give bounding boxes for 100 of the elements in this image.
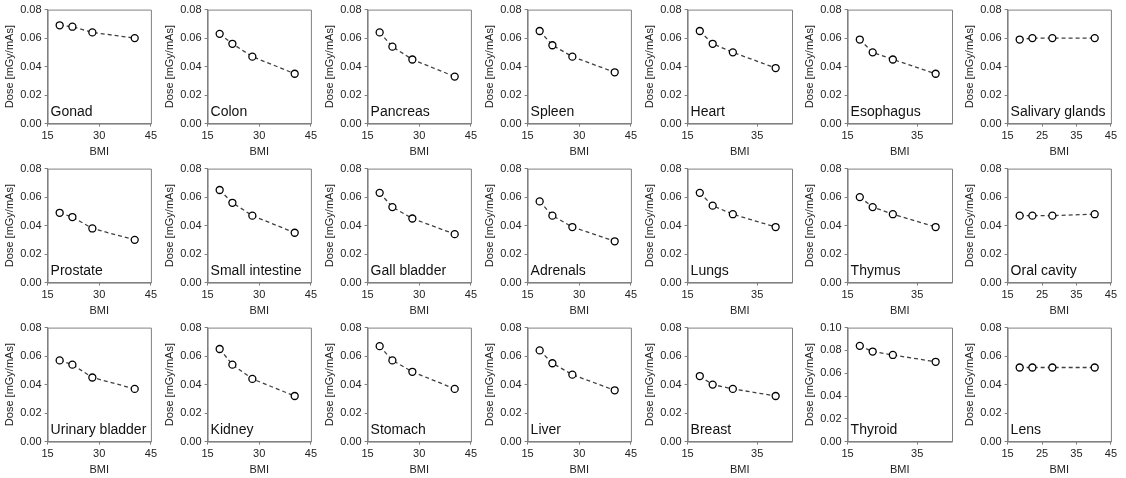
y-tick-label: 0.02 [500, 406, 522, 419]
y-axis-title: Dose [mGy/mAs] [162, 343, 175, 427]
y-tick-label: 0.08 [340, 2, 362, 15]
y-tick-label: 0.02 [180, 406, 202, 419]
y-tick-label: 0.06 [180, 349, 202, 362]
y-tick-label: 0.00 [20, 116, 42, 129]
x-axis-title: BMI [89, 145, 110, 158]
x-tick-label: 45 [464, 447, 478, 460]
y-axis-title: Dose [mGy/mAs] [642, 343, 655, 427]
x-axis-title: BMI [890, 304, 910, 317]
y-tick-label: 0.04 [980, 377, 1002, 390]
y-tick-label: 0.08 [820, 161, 842, 174]
x-tick-label: 25 [1035, 447, 1049, 460]
y-axis-title: Dose [mGy/mAs] [162, 25, 175, 109]
y-tick-label: 0.00 [20, 275, 42, 288]
y-tick-label: 0.06 [340, 31, 362, 44]
y-axis-title: Dose [mGy/mAs] [802, 343, 815, 427]
annotation: Small intestine [210, 261, 302, 278]
y-tick-label: 0.06 [500, 31, 522, 44]
x-tick-label: 35 [1070, 288, 1083, 301]
y-tick-label: 0.00 [660, 434, 682, 447]
y-tick-label: 0.02 [20, 406, 42, 419]
y-tick-label: 0.00 [180, 275, 202, 288]
x-tick-label: 15 [201, 447, 214, 460]
annotation: Liver [530, 420, 562, 437]
y-tick-label: 0.06 [500, 190, 522, 203]
y-axis-title: Dose [mGy/mAs] [482, 25, 495, 109]
y-tick-label: 0.08 [340, 320, 362, 333]
y-tick-label: 0.02 [180, 247, 202, 260]
x-tick-label: 15 [521, 129, 534, 142]
x-tick-label: 35 [1070, 129, 1083, 142]
x-tick-label: 35 [751, 129, 764, 142]
y-tick-label: 0.08 [500, 2, 522, 15]
y-tick-label: 0.06 [660, 31, 682, 44]
y-tick-label: 0.02 [340, 247, 362, 260]
y-tick-label: 0.00 [820, 434, 842, 447]
annotation: Oral cavity [1010, 261, 1077, 278]
y-axis-title: Dose [mGy/mAs] [482, 184, 495, 268]
y-tick-label: 0.08 [820, 2, 842, 15]
y-tick-label: 0.02 [820, 88, 842, 101]
x-tick-label: 45 [144, 447, 158, 460]
y-axis-title: Dose [mGy/mAs] [962, 184, 975, 268]
y-tick-label: 0.06 [180, 190, 202, 203]
y-tick-label: 0.00 [500, 434, 522, 447]
x-tick-label: 45 [624, 129, 638, 142]
x-tick-label: 45 [304, 129, 318, 142]
y-tick-label: 0.08 [20, 2, 42, 15]
annotation: Salivary glands [1010, 102, 1106, 119]
y-tick-label: 0.00 [820, 116, 842, 129]
y-tick-label: 0.02 [340, 88, 362, 101]
x-tick-label: 15 [681, 288, 694, 301]
x-axis-title: BMI [569, 463, 590, 476]
y-tick-label: 0.04 [340, 59, 362, 72]
x-axis-title: BMI [89, 304, 110, 317]
y-tick-label: 0.04 [180, 218, 202, 231]
x-tick-label: 30 [253, 447, 266, 460]
y-tick-label: 0.02 [500, 247, 522, 260]
y-tick-label: 0.06 [20, 349, 42, 362]
y-tick-label: 0.02 [500, 88, 522, 101]
y-axis-title: Dose [mGy/mAs] [962, 343, 975, 427]
y-tick-label: 0.04 [500, 377, 522, 390]
x-tick-label: 15 [201, 129, 214, 142]
y-tick-label: 0.02 [180, 88, 202, 101]
y-tick-label: 0.04 [180, 377, 202, 390]
y-tick-label: 0.02 [820, 247, 842, 260]
y-tick-label: 0.08 [500, 320, 522, 333]
y-tick-label: 0.08 [500, 161, 522, 174]
y-tick-label: 0.04 [20, 59, 42, 72]
x-tick-label: 45 [464, 129, 478, 142]
x-tick-label: 30 [253, 129, 266, 142]
y-axis-title: Dose [mGy/mAs] [322, 343, 335, 427]
x-tick-label: 30 [93, 129, 106, 142]
x-tick-label: 45 [144, 129, 158, 142]
x-axis-title: BMI [730, 145, 750, 158]
y-tick-label: 0.04 [340, 218, 362, 231]
x-tick-label: 45 [624, 447, 638, 460]
y-tick-label: 0.08 [180, 2, 202, 15]
y-tick-label: 0.06 [820, 31, 842, 44]
y-tick-label: 0.10 [820, 320, 842, 333]
y-tick-label: 0.04 [820, 218, 842, 231]
x-axis-title: BMI [569, 304, 590, 317]
y-tick-label: 0.04 [820, 389, 842, 402]
annotation: Adrenals [530, 261, 586, 278]
annotation: Esophagus [850, 102, 921, 119]
x-tick-label: 45 [1104, 129, 1118, 142]
y-tick-label: 0.06 [500, 349, 522, 362]
x-axis-title: BMI [1049, 145, 1070, 158]
x-tick-label: 15 [361, 129, 374, 142]
y-tick-label: 0.04 [500, 218, 522, 231]
x-axis-title: BMI [1049, 463, 1070, 476]
y-tick-label: 0.08 [340, 161, 362, 174]
x-tick-label: 15 [1001, 447, 1014, 460]
y-tick-label: 0.00 [500, 275, 522, 288]
y-axis-title: Dose [mGy/mAs] [802, 25, 815, 109]
annotation: Prostate [50, 261, 103, 278]
y-tick-label: 0.06 [340, 190, 362, 203]
y-tick-label: 0.06 [980, 31, 1002, 44]
y-axis-title: Dose [mGy/mAs] [2, 25, 15, 109]
x-axis-title: BMI [890, 145, 910, 158]
x-axis-title: BMI [249, 463, 270, 476]
